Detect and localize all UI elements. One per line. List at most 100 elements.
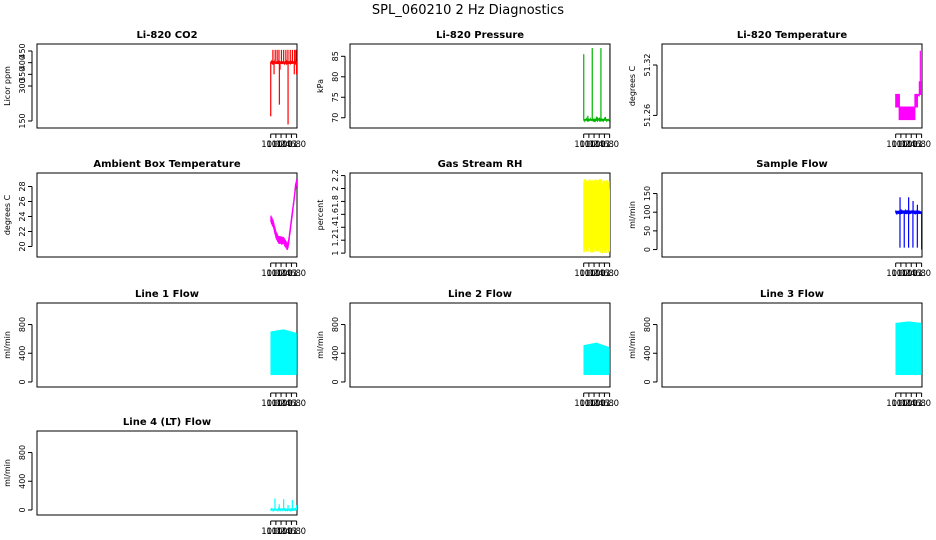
chart-title: Sample Flow [756,159,828,170]
series-4 [270,178,297,251]
y-axis-label: percent [316,200,325,231]
x-tick-label: 10.4 [897,269,916,279]
x-tick-label: 10.6 [590,140,609,150]
plot-frame [36,172,298,258]
series-8 [583,342,610,376]
x-tick-label: 10.6 [277,399,296,409]
series-band [270,178,297,251]
x-tick-label: 11.0 [600,269,619,279]
chart-title: Ambient Box Temperature [93,159,240,170]
y-tick-label: 0 [331,379,340,384]
y-tick-label: 150 [643,186,652,201]
plot-frame [661,302,923,388]
y-axis-label: ml/min [3,331,12,359]
y-tick-label: 22 [18,226,27,236]
y-tick-label: 450 [18,43,27,58]
plot-frame [661,172,923,258]
x-tick-label: 11.0 [600,399,619,409]
y-tick-label: 1 [331,251,340,256]
plot-frame [36,43,298,129]
y-tick-label: 150 [18,113,27,128]
x-tick-label: 11.0 [912,140,931,150]
flow-segment [911,321,914,376]
y-tick-label: 28 [18,181,27,191]
y-tick-label: 400 [18,55,27,70]
y-tick-label: 400 [18,346,27,361]
y-axis-label: kPa [316,79,325,93]
x-tick-label: 10.0 [574,140,593,150]
flow-segment [912,321,916,376]
y-axis-label: ml/min [628,331,637,359]
chart-panel-2: Li-820 Pressure kPa 10.010.210.410.610.811… [316,30,619,150]
chart-title: Line 3 Flow [760,289,824,300]
y-tick-label: 400 [331,346,340,361]
chart-panel-10: Line 4 (LT) Flow ml/min 10.010.210.410.610… [3,417,306,537]
x-tick-label: 10.2 [266,527,285,537]
y-tick-label: 1.2 [331,234,340,247]
y-tick-label: 0 [18,507,27,512]
x-tick-label: 11.0 [600,140,619,150]
chart-panel-8: Line 2 Flow ml/min 10.010.210.410.610.811.… [316,289,619,409]
x-tick-label: 10.8 [907,269,926,279]
plot-frame [36,302,298,388]
x-tick-label: 11.0 [287,527,306,537]
x-tick-label: 10.2 [266,399,285,409]
series-10 [270,498,297,513]
x-tick-label: 10.4 [585,140,604,150]
chart-panel-4: Ambient Box Temperature degrees C 10.010.2… [3,159,306,279]
x-tick-label: 10.0 [261,527,280,537]
chart-panel-5: Gas Stream RH percent 10.010.210.410.610.8… [316,159,619,279]
x-tick-label: 11.0 [287,140,306,150]
flow-segment [270,330,276,376]
series-2 [583,48,610,123]
plot-frame [661,43,923,129]
flow-segment [914,322,917,376]
x-tick-label: 10.6 [902,140,921,150]
y-tick-label: 1.4 [331,221,340,234]
x-tick-label: 10.4 [272,527,291,537]
x-tick-label: 10.2 [891,399,910,409]
x-tick-label: 10.2 [891,140,910,150]
y-axis-label: ml/min [628,201,637,229]
y-tick-label: 1.8 [331,195,340,208]
x-tick-label: 10.0 [261,269,280,279]
y-tick-label: 85 [331,51,340,61]
series-9 [895,321,922,376]
chart-title: Gas Stream RH [438,159,523,170]
series-strokes [583,178,610,254]
y-tick-label: 800 [18,317,27,332]
x-tick-label: 10.2 [579,269,598,279]
y-tick-label: 1.6 [331,208,340,221]
x-tick-label: 10.2 [891,269,910,279]
flow-segment [899,322,903,376]
series-1 [270,49,297,125]
flow-segment [590,343,593,376]
y-tick-label: 2.2 [331,169,340,182]
series-3 [895,50,922,121]
chart-title: Li-820 CO2 [136,30,197,41]
x-tick-label: 11.0 [287,399,306,409]
x-tick-label: 10.0 [574,399,593,409]
flow-segment [902,321,905,376]
plot-frame [349,43,611,129]
x-tick-label: 10.8 [595,140,614,150]
quantized-band [916,93,920,97]
y-tick-label: 0 [18,379,27,384]
flow-segment [904,321,907,376]
chart-title: Line 1 Flow [135,289,199,300]
flow-segment [587,343,591,376]
flow-segment [292,331,297,376]
x-tick-label: 10.8 [907,399,926,409]
series-6 [895,197,922,250]
flow-segment [602,344,605,376]
x-tick-label: 10.0 [574,269,593,279]
y-tick-label: 2 [331,186,340,191]
y-tick-label: 26 [18,196,27,206]
y-tick-label: 80 [331,72,340,82]
flow-segment [605,345,608,376]
chart-panel-3: Li-820 Temperature degrees C 10.010.210.41… [628,30,931,150]
y-tick-label: 51.26 [643,104,652,127]
x-tick-label: 10.8 [907,140,926,150]
page-title: SPL_060210 2 Hz Diagnostics [372,3,564,18]
